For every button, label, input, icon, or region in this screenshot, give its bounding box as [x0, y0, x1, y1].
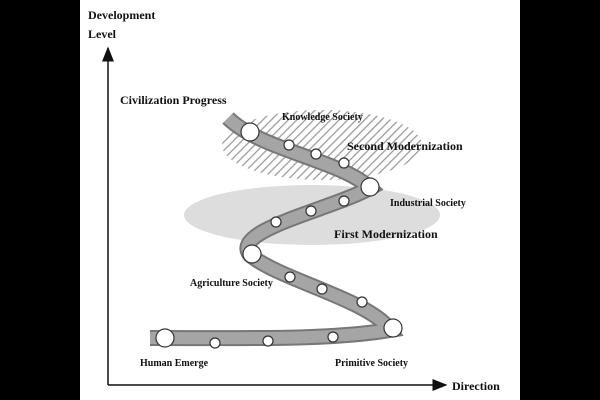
region-label: First Modernization [334, 227, 438, 241]
x-axis-label: Direction [452, 379, 500, 393]
y-axis-label: Development [88, 8, 155, 22]
dot [270, 216, 282, 228]
milestone [240, 122, 260, 142]
dot [310, 148, 322, 160]
dot [356, 296, 368, 308]
milestone [383, 318, 403, 338]
dot [338, 195, 350, 207]
dot [284, 271, 296, 283]
node-label: Agriculture Society [190, 278, 273, 289]
milestone [360, 177, 380, 197]
milestone [155, 328, 175, 348]
dot [327, 331, 339, 343]
dot [262, 335, 274, 347]
dot [305, 205, 317, 217]
node-label: Industrial Society [390, 198, 466, 209]
node-label: Primitive Society [335, 358, 408, 369]
dot [283, 139, 295, 151]
second-modernization-region [222, 110, 422, 180]
dot [209, 337, 221, 349]
dot [316, 283, 328, 295]
dot [338, 157, 350, 169]
y-axis-label: Level [88, 27, 117, 41]
node-label: Knowledge Society [282, 112, 363, 123]
milestone [242, 244, 262, 264]
node-label: Human Emerge [140, 358, 209, 369]
milestones [155, 122, 403, 349]
region-label: Second Modernization [347, 139, 463, 153]
title: Civilization Progress [120, 93, 227, 107]
